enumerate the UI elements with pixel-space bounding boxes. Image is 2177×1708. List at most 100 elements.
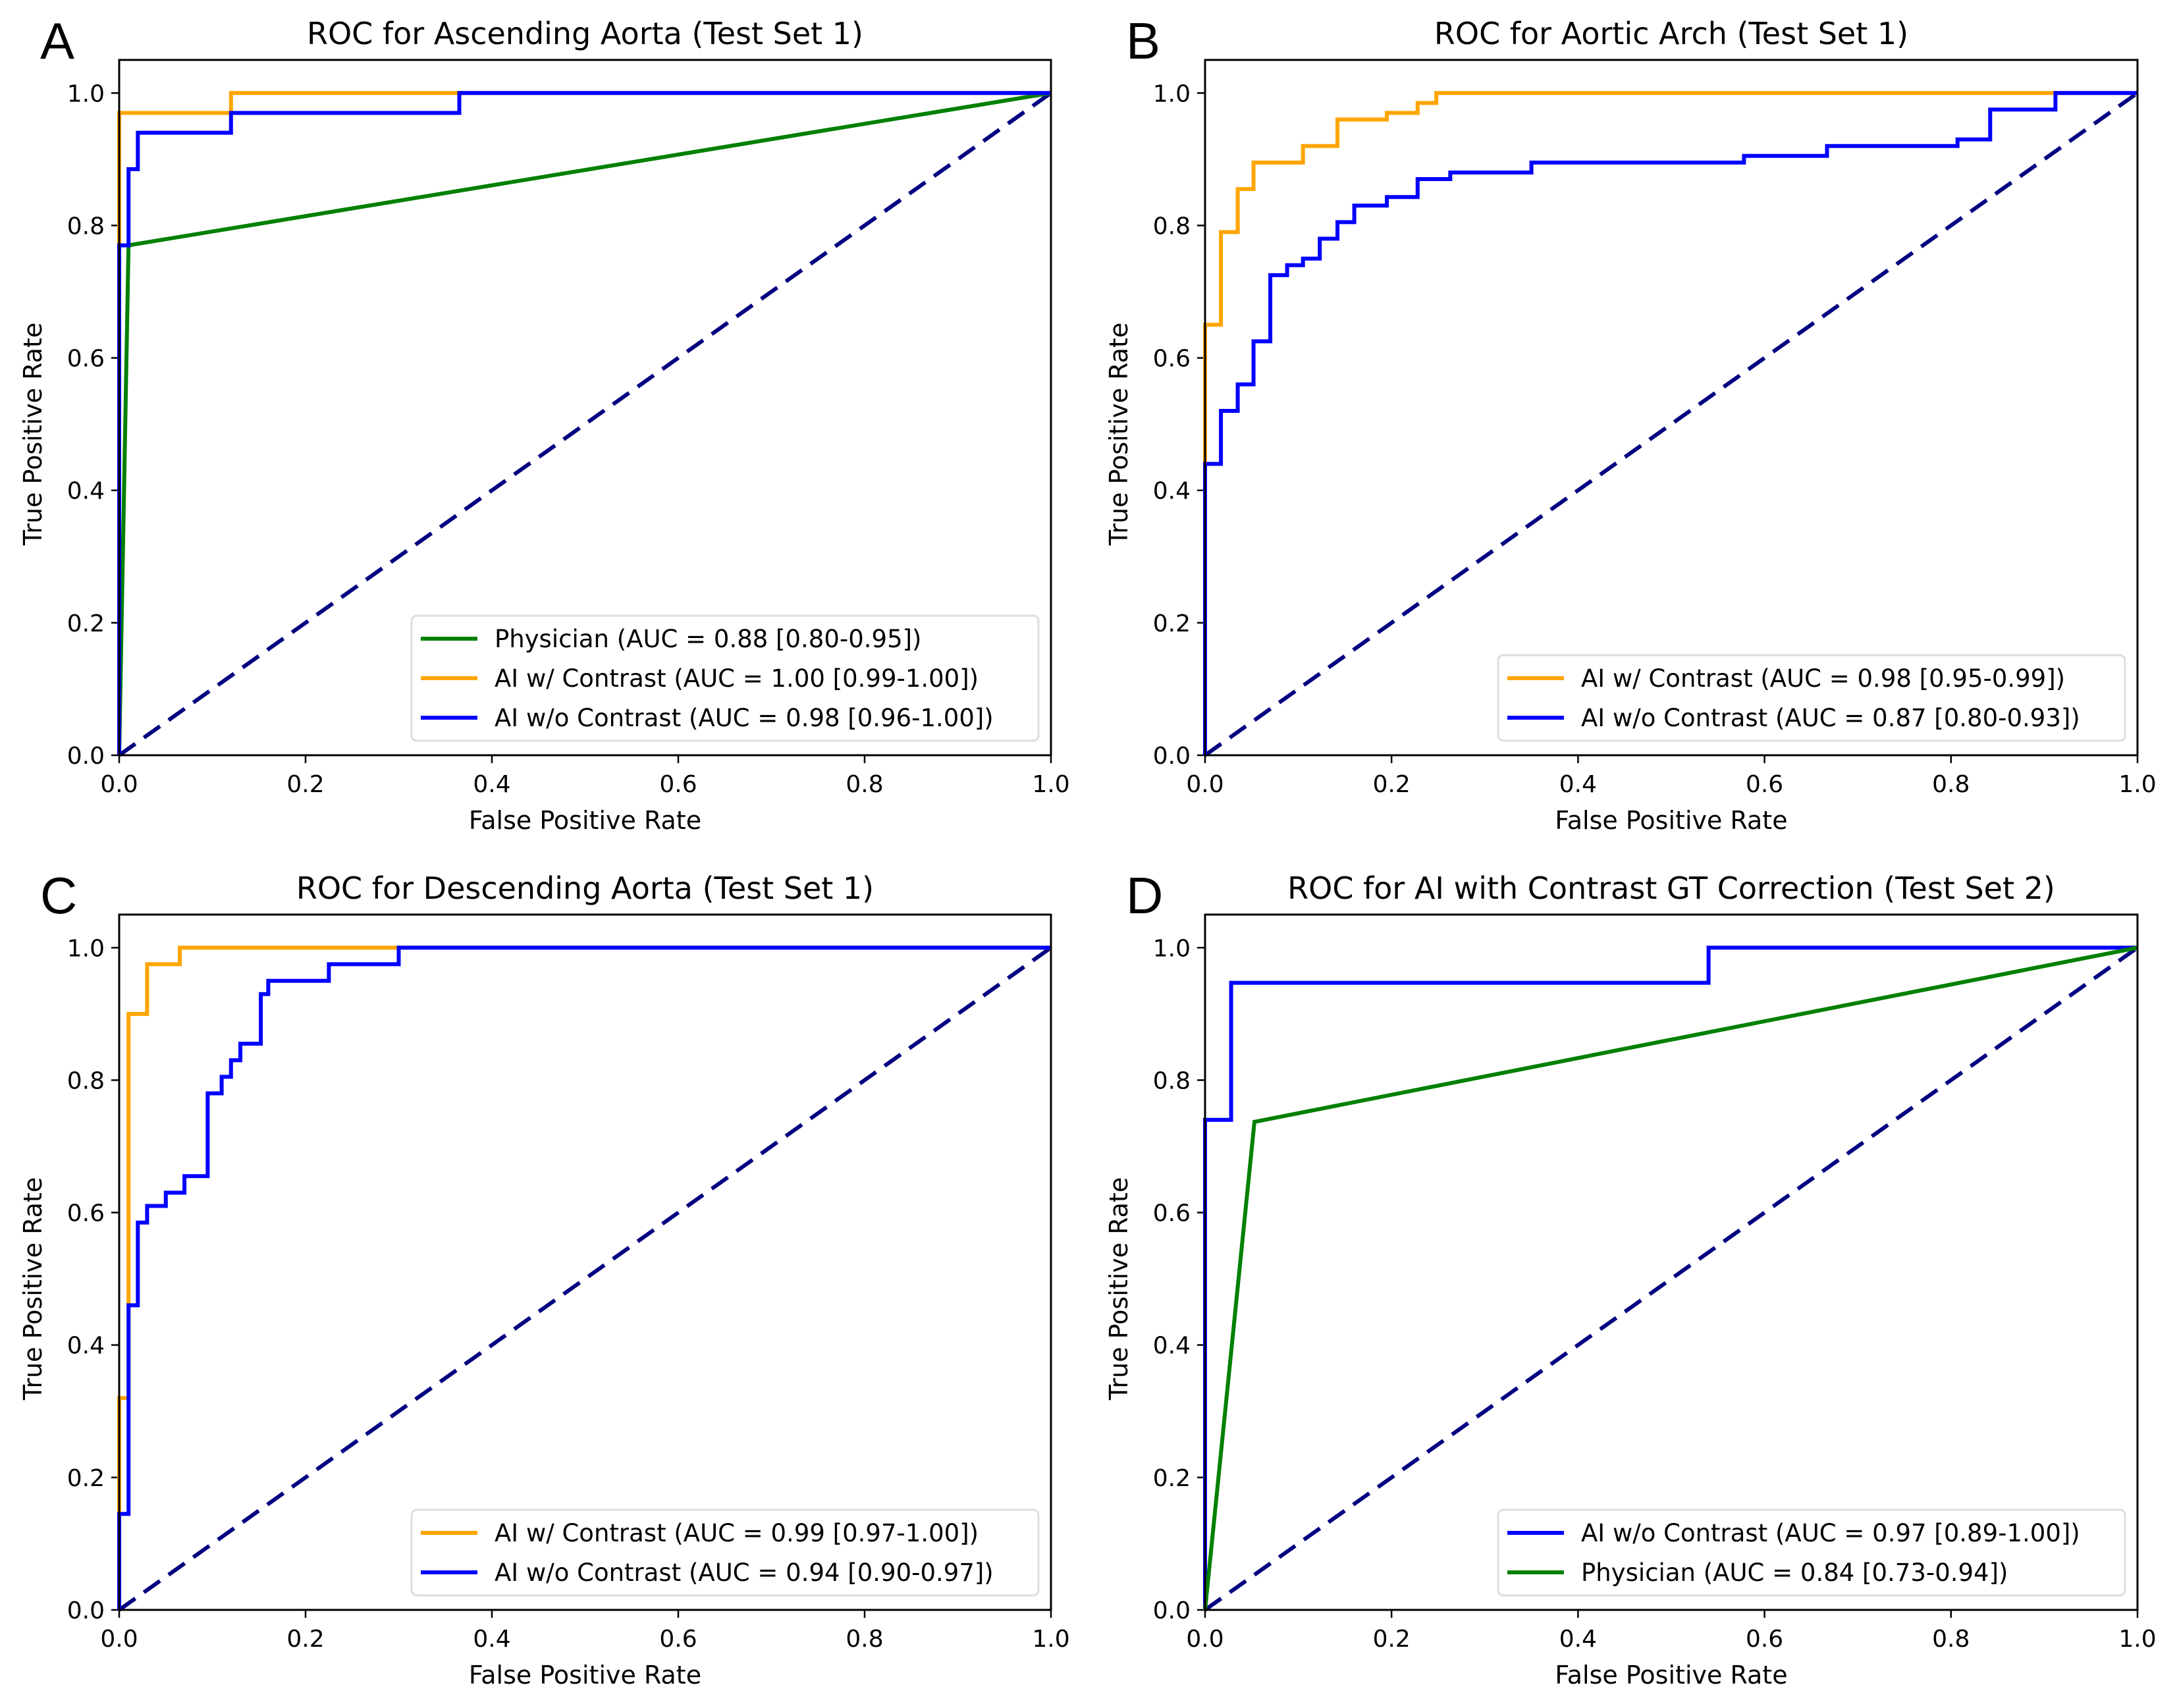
x-tick-label: 0.4 (1559, 1626, 1597, 1653)
chance-diagonal-line (1204, 91, 2139, 757)
y-tick-label: 0.8 (67, 1067, 105, 1094)
y-tick-label: 0.0 (67, 743, 105, 770)
y-tick-label: 0.8 (1153, 213, 1191, 240)
panel-letter: B (1126, 12, 1160, 70)
legend-entry: AI w/ Contrast (AUC = 0.99 [0.97-1.00]) (495, 1519, 979, 1547)
axes-frame (118, 913, 1052, 1611)
y-tick-label: 1.0 (1153, 935, 1191, 962)
chart-title: ROC for AI with Contrast GT Correction (… (1287, 870, 2055, 906)
x-tick-label: 0.8 (846, 1626, 883, 1653)
axes-frame (1204, 913, 2139, 1611)
chart-title: ROC for Descending Aorta (Test Set 1) (296, 870, 874, 906)
legend-entry: AI w/o Contrast (AUC = 0.98 [0.96-1.00]) (495, 704, 994, 732)
legend: AI w/o Contrast (AUC = 0.97 [0.89-1.00])… (1497, 1508, 2126, 1597)
x-tick-label: 0.0 (1186, 771, 1223, 798)
panel-b: B ROC for Aortic Arch (Test Set 1) 0.0 0.2 0… (1104, 12, 2157, 835)
panel-letter: A (40, 12, 74, 70)
y-tick-label: 0.4 (67, 478, 105, 505)
y-tick-label: 0.0 (1153, 743, 1191, 770)
roc-curve-series-1 (117, 946, 1051, 1610)
y-tick-label: 1.0 (67, 80, 105, 107)
y-tick-label: 1.0 (1153, 80, 1191, 107)
x-tick-label: 0.2 (286, 1626, 324, 1653)
y-tick-label: 0.2 (1153, 610, 1191, 637)
x-tick-label: 1.0 (2118, 1626, 2156, 1653)
legend-entry: AI w/ Contrast (AUC = 1.00 [0.99-1.00]) (495, 664, 979, 693)
legend-entry: Physician (AUC = 0.84 [0.73-0.94]) (1581, 1559, 2008, 1587)
y-tick-label: 0.6 (1153, 346, 1191, 373)
legend-entry: AI w/ Contrast (AUC = 0.98 [0.95-0.99]) (1581, 664, 2065, 693)
panel-letter: D (1126, 867, 1163, 924)
legend: AI w/ Contrast (AUC = 0.99 [0.97-1.00]) A… (410, 1508, 1040, 1597)
x-tick-label: 0.6 (659, 1626, 697, 1653)
chart-title: ROC for Aortic Arch (Test Set 1) (1434, 16, 1908, 51)
y-tick-label: 0.4 (1153, 478, 1191, 505)
x-tick-label: 0.8 (1932, 771, 1970, 798)
y-tick-label: 0.2 (67, 1465, 105, 1492)
y-tick-label: 0.8 (67, 213, 105, 240)
axes-frame (118, 59, 1052, 757)
x-tick-label: 0.0 (100, 1626, 138, 1653)
x-tick-label: 0.2 (286, 771, 324, 798)
y-tick-label: 0.0 (1153, 1597, 1191, 1624)
legend-entry: Physician (AUC = 0.88 [0.80-0.95]) (495, 625, 921, 653)
legend: Physician (AUC = 0.88 [0.80-0.95]) AI w/ … (410, 614, 1040, 742)
legend-entry: AI w/o Contrast (AUC = 0.87 [0.80-0.93]) (1581, 704, 2080, 732)
x-axis-label: False Positive Rate (1555, 1661, 1787, 1690)
x-tick-label: 1.0 (1032, 771, 1069, 798)
y-tick-label: 0.4 (67, 1333, 105, 1360)
y-tick-label: 1.0 (67, 935, 105, 962)
x-tick-label: 1.0 (2118, 771, 2156, 798)
panel-c: C ROC for Descending Aorta (Test Set 1) 0.… (18, 867, 1070, 1690)
chance-diagonal-line (118, 91, 1052, 757)
chance-diagonal-line (118, 946, 1052, 1612)
roc-curve-series-0 (1203, 91, 2137, 755)
x-tick-label: 0.4 (473, 1626, 510, 1653)
legend-entry: AI w/o Contrast (AUC = 0.94 [0.90-0.97]) (495, 1559, 994, 1587)
x-tick-label: 0.4 (473, 771, 510, 798)
chart-title: ROC for Ascending Aorta (Test Set 1) (307, 16, 863, 51)
x-axis-label: False Positive Rate (1555, 806, 1787, 835)
legend-entry: AI w/o Contrast (AUC = 0.97 [0.89-1.00]) (1581, 1519, 2080, 1547)
panel-letter: C (40, 867, 77, 924)
y-axis-label: True Positive Rate (1104, 1177, 1133, 1401)
chance-diagonal-line (1204, 946, 2139, 1612)
y-axis-label: True Positive Rate (18, 323, 47, 547)
x-tick-label: 0.0 (100, 771, 138, 798)
x-tick-label: 0.6 (1746, 771, 1783, 798)
legend-box (410, 1508, 1040, 1597)
x-axis-label: False Positive Rate (469, 1661, 701, 1690)
x-tick-label: 0.6 (1746, 1626, 1783, 1653)
roc-curve-series-1 (1203, 946, 2138, 1611)
roc-curve-series-1 (1203, 91, 2137, 755)
x-tick-label: 1.0 (1032, 1626, 1069, 1653)
x-tick-label: 0.0 (1186, 1626, 1223, 1653)
x-tick-label: 0.2 (1373, 771, 1411, 798)
x-tick-label: 0.8 (1932, 1626, 1970, 1653)
y-axis-label: True Positive Rate (18, 1177, 47, 1401)
y-tick-label: 0.2 (67, 610, 105, 637)
legend: AI w/ Contrast (AUC = 0.98 [0.95-0.99]) A… (1497, 654, 2126, 742)
x-tick-label: 0.2 (1373, 1626, 1411, 1653)
y-tick-label: 0.0 (67, 1597, 105, 1624)
y-tick-label: 0.2 (1153, 1465, 1191, 1492)
x-tick-label: 0.8 (846, 771, 883, 798)
legend-box (410, 614, 1040, 742)
y-tick-label: 0.6 (1153, 1200, 1191, 1227)
x-tick-label: 0.6 (659, 771, 697, 798)
y-tick-label: 0.6 (67, 1200, 105, 1227)
panel-a: A ROC for Ascending Aorta (Test Set 1) 0.0… (18, 12, 1070, 835)
y-tick-label: 0.8 (1153, 1067, 1191, 1094)
legend-box (1497, 654, 2126, 742)
legend-box (1497, 1508, 2126, 1597)
roc-curve-series-2 (117, 91, 1051, 755)
axes-frame (1204, 59, 2139, 757)
y-tick-label: 0.6 (67, 346, 105, 373)
roc-curve-series-0 (117, 946, 1051, 1610)
x-axis-label: False Positive Rate (469, 806, 701, 835)
x-tick-label: 0.4 (1559, 771, 1597, 798)
y-axis-label: True Positive Rate (1104, 323, 1133, 547)
y-tick-label: 0.4 (1153, 1333, 1191, 1360)
panel-d: D ROC for AI with Contrast GT Correction … (1104, 867, 2157, 1690)
